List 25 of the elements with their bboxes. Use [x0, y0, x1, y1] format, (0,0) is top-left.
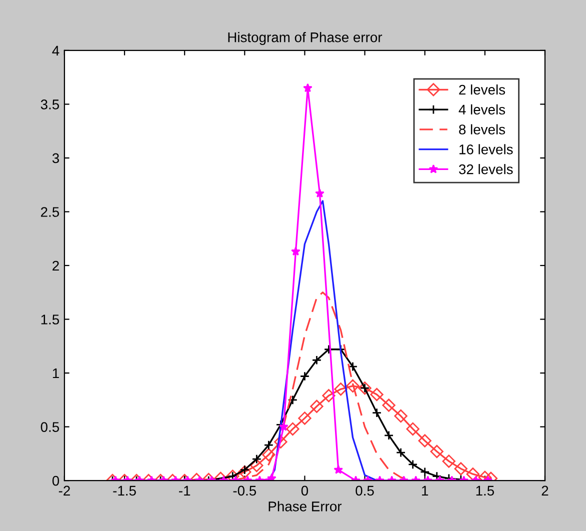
legend-label: 2 levels [459, 84, 506, 95]
x-tick-label: -2 [58, 486, 70, 496]
legend-label: 16 levels [460, 144, 513, 154]
x-tick-label: 0.5 [356, 486, 374, 496]
x-tick-label: 1 [422, 486, 428, 496]
y-tick-label: 2 [52, 260, 59, 271]
x-tick-label: -1 [179, 486, 190, 496]
x-tick-label: -1.5 [113, 486, 136, 496]
y-tick-label: 4 [52, 46, 60, 56]
y-tick-label: 1.5 [41, 314, 60, 324]
legend-label: 4 levels [458, 104, 506, 115]
y-tick-label: 0.5 [40, 422, 60, 432]
y-tick-label: 0 [52, 476, 60, 486]
x-axis-title: Phase Error [268, 501, 342, 512]
y-tick-label: 3 [52, 153, 59, 164]
x-tick-label: -0.5 [233, 486, 256, 496]
y-tick-label: 1 [52, 368, 59, 378]
x-tick-label: 2 [542, 486, 548, 496]
y-tick-label: 3.5 [40, 100, 60, 110]
legend-label: 8 levels [459, 124, 506, 134]
legend-label: 32 levels [458, 164, 513, 174]
x-tick-label: 1.5 [476, 486, 494, 496]
chart-title: Histogram of Phase error [228, 32, 382, 45]
y-tick-label: 2.5 [40, 207, 60, 217]
x-tick-label: 0 [301, 486, 308, 496]
